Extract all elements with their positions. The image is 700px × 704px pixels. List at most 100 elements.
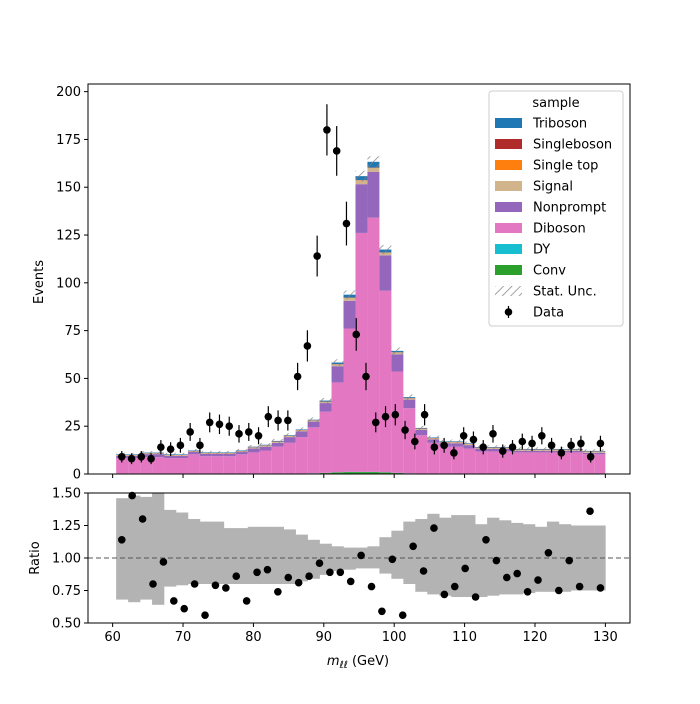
ratio-point	[170, 597, 178, 605]
ratio-unc-band	[176, 513, 188, 586]
bar-nonprompt	[535, 451, 547, 453]
data-point	[118, 453, 126, 461]
stat-unc-band	[200, 451, 212, 454]
legend-label: DY	[533, 243, 550, 258]
x-tick-label: 70	[175, 630, 192, 645]
bar-diboson	[463, 449, 475, 474]
legend-swatch-data	[505, 308, 513, 316]
data-point	[216, 420, 224, 428]
bar-diboson	[344, 329, 356, 472]
bar-nonprompt	[487, 449, 499, 451]
bar-nonprompt	[451, 443, 463, 446]
ratio-axis-label: Ratio	[28, 541, 43, 574]
data-point	[528, 440, 536, 448]
legend-swatch-diboson	[495, 223, 522, 233]
data-point	[382, 413, 390, 421]
bar-diboson	[523, 452, 535, 473]
y-axis-label: Events	[32, 260, 47, 304]
bar-nonprompt	[415, 430, 427, 435]
ratio-point	[347, 578, 355, 586]
legend-swatch-signal	[495, 181, 522, 191]
bar-diboson	[320, 412, 332, 473]
ratio-point	[264, 566, 272, 574]
ratio-point	[337, 569, 345, 577]
ratio-unc-band	[499, 520, 511, 594]
bar-diboson	[176, 458, 188, 473]
y-tick-label: 175	[56, 133, 81, 148]
stat-unc-band	[379, 245, 391, 254]
stat-unc-band	[403, 394, 415, 399]
bar-nonprompt	[212, 454, 224, 456]
stat-unc-band	[308, 417, 320, 422]
x-tick-label: 60	[104, 630, 121, 645]
data-point	[431, 443, 439, 451]
bar-nonprompt	[571, 451, 583, 453]
ratio-unc-band	[523, 524, 535, 593]
ratio-point	[420, 567, 428, 575]
bar-diboson	[200, 456, 212, 473]
ratio-point	[180, 605, 188, 613]
data-point	[597, 440, 605, 448]
stat-unc-band	[583, 449, 595, 452]
ratio-unc-band	[152, 493, 164, 605]
data-point	[401, 426, 409, 434]
ratio-point	[243, 597, 251, 605]
ratio-unc-band	[212, 522, 224, 584]
bar-diboson	[272, 447, 284, 474]
data-point	[548, 442, 556, 450]
data-point	[499, 447, 507, 455]
legend-label: Data	[533, 306, 564, 321]
data-point	[186, 428, 194, 436]
bar-diboson	[260, 450, 272, 473]
y-tick-label: 25	[64, 420, 81, 435]
ratio-point	[389, 556, 397, 564]
data-point	[392, 411, 400, 419]
bar-diboson	[499, 451, 511, 473]
ratio-point	[451, 583, 459, 591]
legend-swatch-single-top	[495, 160, 522, 170]
x-tick-label: 80	[245, 630, 262, 645]
ratio-unc-band	[403, 522, 415, 584]
y-tick-label: 50	[64, 372, 81, 387]
legend-label: Signal	[533, 180, 573, 195]
stat-unc-band	[164, 453, 176, 456]
bar-nonprompt	[523, 451, 535, 453]
y-tick-label: 125	[56, 229, 81, 244]
ratio-point	[118, 536, 126, 544]
stat-unc-band	[535, 447, 547, 450]
bar-diboson	[224, 456, 236, 473]
bar-diboson	[332, 382, 344, 472]
stat-unc-band	[296, 427, 308, 431]
stat-unc-band	[272, 439, 284, 443]
data-point	[538, 432, 546, 440]
data-point	[167, 445, 175, 453]
bar-nonprompt	[355, 184, 367, 233]
bar-diboson	[284, 443, 296, 474]
ratio-point	[326, 569, 334, 577]
data-point	[255, 432, 263, 440]
ratio-point	[493, 557, 501, 565]
legend-swatch-conv	[495, 265, 522, 275]
x-tick-label: 100	[382, 630, 407, 645]
bar-nonprompt	[188, 452, 200, 454]
x-tick-label: 90	[316, 630, 333, 645]
bar-diboson	[164, 458, 176, 473]
y-tick-label: 75	[64, 324, 81, 339]
data-point	[147, 455, 155, 463]
ratio-point	[232, 572, 240, 580]
stat-unc-band	[451, 440, 463, 443]
bar-nonprompt	[284, 437, 296, 443]
ratio-point	[534, 576, 542, 584]
legend-label: Nonprompt	[533, 201, 606, 216]
legend-label: Singleboson	[533, 138, 612, 153]
ratio-unc-band	[487, 518, 499, 596]
ratio-point	[576, 583, 584, 591]
data-point	[284, 417, 292, 425]
bar-diboson	[308, 427, 320, 473]
stat-unc-band	[320, 398, 332, 403]
legend-label: Diboson	[533, 222, 586, 237]
bar-diboson	[595, 454, 606, 473]
bar-nonprompt	[248, 449, 260, 453]
